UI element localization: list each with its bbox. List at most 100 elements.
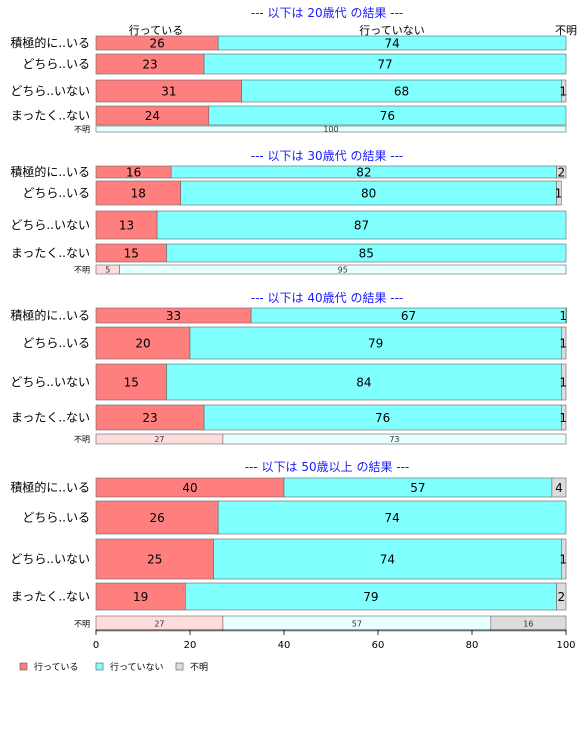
row-label: どちら..いる: [22, 336, 90, 350]
panel-title: --- 以下は 40歳代 の結果 ---: [251, 291, 404, 305]
data-label: 73: [389, 435, 399, 444]
data-label: 1: [559, 411, 567, 425]
bar-segment: [222, 433, 567, 445]
data-label: 27: [154, 435, 164, 444]
data-label: 1: [559, 85, 567, 99]
bar-segment: [560, 363, 567, 401]
data-label: 23: [142, 411, 157, 425]
bar-segment: [556, 165, 567, 179]
row-label: まったく..ない: [11, 109, 90, 123]
data-label: 68: [394, 85, 409, 99]
row-label: 不明: [74, 435, 90, 444]
row-label: 不明: [74, 266, 90, 275]
data-label: 2: [557, 166, 565, 180]
data-label: 15: [124, 247, 139, 261]
bar-segment: [203, 404, 562, 431]
row-label: 積極的に..いる: [10, 480, 90, 495]
legend-swatch: [19, 662, 28, 671]
data-label: 2: [557, 590, 565, 604]
data-label: 20: [135, 337, 150, 351]
data-label: 23: [142, 58, 157, 72]
legend-swatch: [175, 662, 184, 671]
bar-segment: [95, 538, 214, 580]
data-label: 40: [182, 481, 197, 495]
data-label: 24: [145, 109, 160, 123]
data-label: 4: [555, 481, 563, 495]
row-label: どちら..いる: [22, 186, 90, 200]
data-label: 33: [166, 309, 181, 323]
data-label: 16: [523, 620, 533, 629]
x-tick-label: 80: [466, 640, 479, 651]
row-label: まったく..ない: [11, 590, 90, 604]
data-label: 25: [147, 553, 162, 567]
bar-segment: [208, 105, 567, 126]
bar-segment: [217, 500, 567, 535]
data-label: 87: [354, 219, 369, 233]
data-label: 95: [338, 266, 348, 275]
bar-segment: [556, 180, 562, 206]
data-label: 26: [149, 511, 164, 525]
data-label: 57: [410, 481, 425, 495]
legend-label: 行っている: [34, 661, 79, 673]
row-label: 積極的に..いる: [10, 308, 90, 323]
data-label: 57: [352, 620, 362, 629]
bar-segment: [560, 538, 567, 580]
data-label: 31: [161, 85, 176, 99]
panel-title: --- 以下は 20歳代 の結果 ---: [251, 6, 404, 20]
data-label: 82: [356, 166, 371, 180]
data-label: 1: [559, 309, 567, 323]
bar-segment: [95, 210, 158, 240]
data-label: 74: [380, 553, 395, 567]
bar-segment: [95, 125, 567, 133]
panel-title: --- 以下は 30歳代 の結果 ---: [251, 149, 404, 163]
row-label: どちら..いない: [10, 552, 90, 566]
column-header: 不明: [555, 24, 577, 37]
data-label: 1: [555, 187, 563, 201]
bar-segment: [185, 582, 557, 611]
x-tick-label: 20: [184, 640, 197, 651]
data-label: 5: [105, 266, 110, 275]
data-label: 16: [126, 166, 141, 180]
data-label: 27: [154, 620, 164, 629]
bar-segment: [95, 180, 181, 206]
row-label: まったく..ない: [11, 246, 90, 260]
data-label: 67: [401, 309, 416, 323]
bar-segment: [551, 477, 567, 498]
data-label: 18: [131, 187, 146, 201]
data-label: 76: [380, 109, 395, 123]
bar-segment: [560, 79, 567, 103]
data-label: 15: [124, 376, 139, 390]
x-tick-label: 0: [93, 640, 99, 651]
row-label: どちら..いる: [22, 511, 90, 525]
data-label: 76: [375, 411, 390, 425]
legend-label: 行っていない: [110, 661, 164, 673]
bar-segment: [565, 307, 567, 324]
data-label: 79: [363, 590, 378, 604]
data-label: 74: [384, 511, 399, 525]
data-label: 77: [377, 58, 392, 72]
row-label: 不明: [74, 125, 90, 134]
data-label: 26: [149, 37, 164, 51]
bar-segment: [95, 404, 205, 431]
bar-segment: [166, 243, 567, 263]
data-label: 79: [368, 337, 383, 351]
bar-segment: [560, 404, 567, 431]
panel-title: --- 以下は 50歳以上 の結果 ---: [245, 460, 410, 474]
row-label: どちら..いる: [22, 57, 90, 71]
row-label: 積極的に..いる: [10, 35, 90, 50]
column-header: 行っていない: [359, 24, 424, 37]
row-label: どちら..いない: [10, 218, 90, 232]
bar-segment: [203, 53, 567, 75]
bar-segment: [217, 35, 567, 51]
x-tick-label: 60: [372, 640, 385, 651]
bar-segment: [119, 264, 567, 275]
data-label: 80: [361, 187, 376, 201]
data-label: 100: [323, 125, 338, 134]
bar-segment: [556, 582, 567, 611]
bar-segment: [490, 615, 567, 632]
data-label: 1: [559, 376, 567, 390]
row-label: 積極的に..いる: [10, 164, 90, 179]
bar-segment: [189, 326, 562, 360]
data-label: 84: [356, 376, 371, 390]
